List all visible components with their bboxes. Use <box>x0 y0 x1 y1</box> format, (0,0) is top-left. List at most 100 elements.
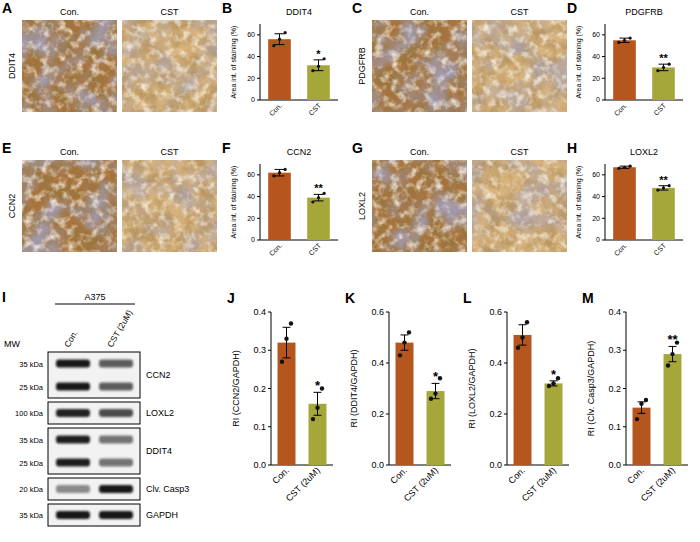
image-texture <box>22 160 117 252</box>
data-point <box>629 37 632 40</box>
category-label: CST <box>652 101 667 116</box>
error-bar <box>669 346 677 361</box>
image-ground <box>372 20 467 112</box>
data-point <box>662 186 665 189</box>
data-point <box>272 174 275 177</box>
error-bar <box>314 392 322 415</box>
image-texture <box>472 20 567 112</box>
image-texture <box>472 160 567 252</box>
image-texture <box>22 20 117 112</box>
image-texture <box>372 20 467 112</box>
tick-mark <box>623 350 626 351</box>
mw-label: MW <box>4 339 20 349</box>
tick-label: 60 <box>592 31 600 38</box>
data-point <box>516 346 520 350</box>
panel-letter: D <box>567 0 577 16</box>
category-label: CST <box>652 241 667 256</box>
y-axis <box>260 24 261 100</box>
tick-label: 0.2 <box>489 409 502 419</box>
image-texture <box>122 160 217 252</box>
tick-label: 0.0 <box>371 460 384 470</box>
data-point <box>670 352 674 356</box>
band <box>99 436 133 444</box>
image-texture <box>372 20 467 112</box>
error-bar <box>314 194 324 201</box>
error-cap <box>669 361 677 362</box>
data-point <box>323 57 326 60</box>
ihc-image <box>22 20 117 112</box>
y-axis <box>389 312 390 465</box>
significance: ** <box>314 182 323 194</box>
marker-label: LOXL2 <box>357 192 367 220</box>
image-texture <box>122 20 217 112</box>
error-cap <box>275 33 285 34</box>
data-point <box>666 363 670 367</box>
tick-label: 40 <box>592 193 600 200</box>
tick-label: 0.2 <box>371 409 384 419</box>
ihc-image <box>372 20 467 112</box>
data-point <box>525 320 529 324</box>
error-cap <box>275 44 285 45</box>
image-ground <box>472 20 567 112</box>
panel-letter: E <box>2 140 11 156</box>
error-cap <box>314 70 324 71</box>
blot-strip <box>48 428 140 474</box>
data-point <box>551 381 555 385</box>
data-point <box>623 39 626 42</box>
error-bar <box>401 335 409 350</box>
bar <box>307 198 330 240</box>
error-line <box>522 325 523 345</box>
data-point <box>402 340 406 344</box>
category-label: Con. <box>625 465 646 486</box>
protein-label: Clv. Casp3 <box>146 484 189 494</box>
data-point <box>433 391 437 395</box>
band <box>99 409 133 417</box>
bar <box>652 188 675 240</box>
error-bar <box>638 402 646 413</box>
tick-mark <box>257 174 260 175</box>
data-point <box>635 417 639 421</box>
plot-marks <box>613 37 675 100</box>
tick-label: 0.3 <box>253 345 266 355</box>
panel-letter: L <box>463 290 472 306</box>
tick-label: 0.4 <box>371 358 384 368</box>
data-point <box>656 69 659 72</box>
tick-label: 0.1 <box>608 422 621 432</box>
tick-label: 0.0 <box>253 460 266 470</box>
error-bar <box>275 169 285 176</box>
data-point <box>323 192 326 195</box>
tick-mark <box>386 363 389 364</box>
bar <box>278 343 296 465</box>
data-point <box>520 335 524 339</box>
data-point <box>438 376 442 380</box>
blot-strip <box>48 478 140 500</box>
tick-mark <box>268 465 271 466</box>
mw-marker: 100 kDa <box>15 409 44 418</box>
error-cap <box>314 200 324 201</box>
data-point <box>311 200 314 203</box>
tick-label: 20 <box>592 75 600 82</box>
significance: * <box>551 367 557 382</box>
tick-mark <box>504 414 507 415</box>
error-line <box>286 327 287 358</box>
tick-mark <box>602 218 605 219</box>
tick-mark <box>268 388 271 389</box>
error-line <box>435 383 436 398</box>
image-ground <box>122 160 217 252</box>
error-line <box>317 392 318 415</box>
significance: ** <box>659 174 668 186</box>
image-texture <box>472 160 567 252</box>
marker-label: DDIT4 <box>7 53 17 79</box>
tick-mark <box>257 240 260 241</box>
image-texture <box>372 160 467 252</box>
tick-label: 0.6 <box>489 307 502 317</box>
axis-title: Area int. of staining (%) <box>575 166 583 239</box>
tick-label: 0 <box>251 236 255 243</box>
data-point <box>315 405 319 409</box>
data-point <box>547 384 551 388</box>
error-cap <box>401 334 409 335</box>
ihc-image <box>372 160 467 252</box>
panel-letter: G <box>352 140 363 156</box>
tick-mark <box>602 174 605 175</box>
tick-label: 20 <box>247 75 255 82</box>
